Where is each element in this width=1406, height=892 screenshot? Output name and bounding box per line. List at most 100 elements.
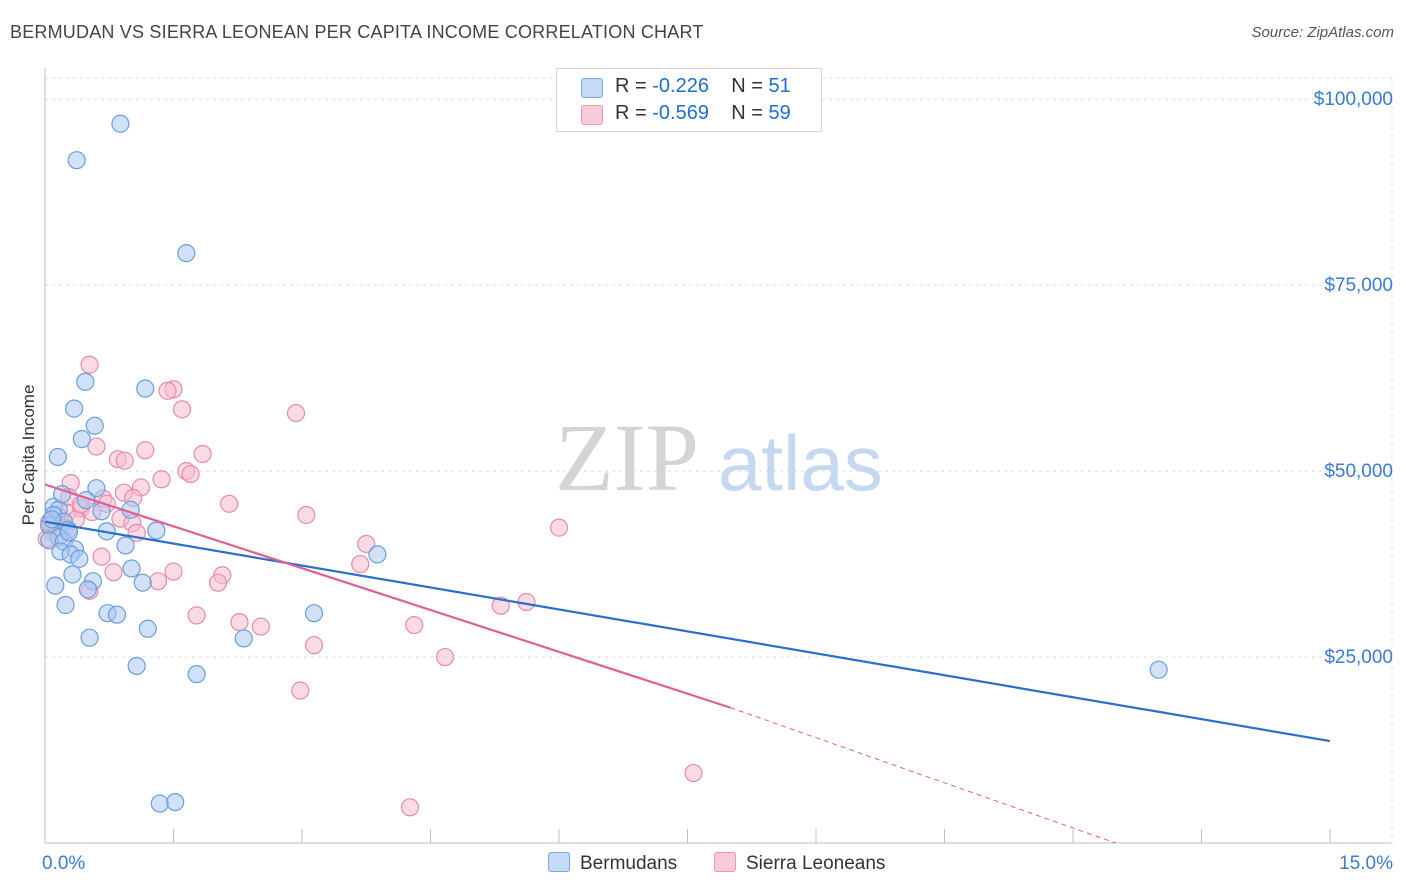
data-point: [405, 615, 424, 635]
y-axis-label: Per Capita Income: [19, 385, 38, 526]
data-point: [435, 647, 455, 667]
bottom-legend-label: Sierra Leoneans: [746, 853, 886, 874]
axes: [44, 68, 1392, 844]
data-point: [220, 494, 239, 513]
trend-line-bermudans: [44, 520, 1331, 743]
tick-labels: $25,000 $50,000 $75,000 $100,000 0.0% 15.0%: [42, 89, 1393, 874]
data-point: [67, 151, 86, 170]
bottom-legend-swatch-pink: [714, 852, 736, 872]
legend-swatch-blue: [581, 78, 603, 98]
data-point: [76, 372, 95, 391]
trend-line-extension: [730, 707, 1116, 844]
legend-n-value: 51: [768, 75, 791, 97]
data-point: [187, 606, 206, 625]
chart-title: BERMUDAN VS SIERRA LEONEAN PER CAPITA IN…: [10, 22, 704, 42]
legend-r-label: R =: [615, 75, 647, 97]
legend-n-label: N =: [731, 102, 763, 124]
data-point: [172, 400, 192, 419]
stats-legend: R = -0.226 N = 51 R = -0.569 N = 59: [556, 68, 822, 132]
trend-line-sierra-leoneans: [44, 483, 731, 709]
data-point: [87, 437, 106, 456]
data-point: [53, 485, 72, 504]
data-point: [181, 464, 200, 484]
data-point: [138, 619, 157, 638]
data-point: [85, 416, 104, 435]
data-point: [136, 379, 155, 398]
data-point: [80, 355, 99, 374]
watermark-zip: ZIP: [555, 404, 699, 511]
data-point: [104, 563, 123, 582]
bottom-legend-label: Bermudans: [580, 853, 678, 874]
source-label: Source: ZipAtlas.com: [1251, 24, 1394, 41]
data-point: [304, 604, 324, 623]
data-point: [164, 562, 183, 581]
bottom-legend-bermudans: Bermudans: [548, 852, 677, 875]
data-point: [127, 656, 146, 676]
data-point: [48, 447, 67, 467]
data-point: [208, 573, 228, 592]
data-point: [1149, 660, 1168, 679]
legend-n-label: N =: [731, 75, 763, 97]
data-point: [491, 596, 510, 615]
data-point: [133, 573, 152, 592]
data-point: [70, 549, 89, 568]
data-point: [136, 441, 155, 460]
trend-lines: [44, 483, 1331, 844]
data-point: [251, 617, 270, 636]
legend-r-value: -0.226: [652, 75, 709, 97]
grid-lines: [45, 77, 1393, 843]
y-tick-label: $25,000: [1324, 647, 1393, 668]
data-point: [80, 628, 99, 647]
watermark: ZIP atlas: [555, 404, 883, 511]
data-point: [400, 798, 420, 817]
legend-n-value: 59: [768, 102, 791, 124]
data-point: [152, 470, 171, 489]
data-point: [291, 681, 310, 700]
watermark-atlas: atlas: [718, 419, 883, 507]
data-point: [92, 547, 111, 566]
x-tick-label: 0.0%: [42, 853, 85, 874]
data-point: [87, 479, 106, 498]
data-point: [148, 572, 168, 591]
x-tick-label: 15.0%: [1339, 853, 1393, 874]
data-point: [78, 580, 97, 599]
data-point: [147, 521, 166, 540]
legend-r-value: -0.569: [652, 102, 709, 124]
y-tick-label: $50,000: [1324, 461, 1393, 482]
legend-swatch-pink: [581, 105, 603, 125]
data-point: [111, 114, 130, 133]
data-point: [150, 794, 169, 813]
data-point: [177, 244, 196, 263]
data-point: [234, 629, 253, 648]
data-point: [63, 565, 82, 584]
bottom-legend-sierra-leoneans: Sierra Leoneans: [714, 852, 885, 875]
data-point: [107, 605, 127, 624]
data-point: [56, 595, 75, 615]
data-point: [684, 763, 703, 783]
data-point: [297, 505, 316, 525]
data-point: [158, 381, 177, 400]
data-point: [65, 399, 84, 418]
data-point: [357, 534, 376, 554]
y-tick-label: $100,000: [1314, 89, 1393, 110]
data-point: [72, 430, 91, 449]
bottom-legend-swatch-blue: [548, 852, 570, 872]
data-point: [351, 554, 370, 574]
data-point: [42, 510, 61, 529]
data-point: [368, 545, 387, 564]
data-point: [187, 665, 206, 684]
data-point: [230, 612, 249, 632]
data-point: [166, 792, 185, 812]
data-point: [46, 576, 65, 595]
data-point: [59, 522, 79, 542]
data-point: [549, 518, 569, 537]
legend-r-label: R =: [615, 102, 647, 124]
data-point: [286, 403, 306, 423]
data-point: [116, 536, 135, 555]
y-tick-label: $75,000: [1324, 275, 1393, 296]
data-point: [122, 559, 141, 578]
data-point: [304, 636, 324, 655]
data-point: [115, 451, 134, 470]
data-point: [193, 444, 212, 464]
